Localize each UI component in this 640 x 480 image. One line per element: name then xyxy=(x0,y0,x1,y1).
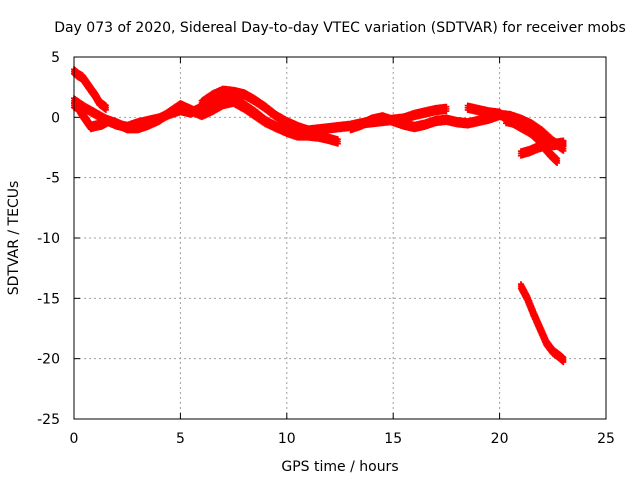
x-tick-label: 15 xyxy=(384,431,402,447)
y-tick-label: -25 xyxy=(37,412,60,428)
y-tick-label: -20 xyxy=(37,352,60,368)
chart-title: Day 073 of 2020, Sidereal Day-to-day VTE… xyxy=(54,20,626,36)
x-axis-label: GPS time / hours xyxy=(281,459,398,475)
y-axis-label: SDTVAR / TECUs xyxy=(6,181,22,296)
data-points xyxy=(71,66,567,366)
y-tick-label: -5 xyxy=(46,171,60,187)
y-tick-label: -10 xyxy=(37,231,60,247)
x-tick-label: 25 xyxy=(597,431,615,447)
x-tick-label: 5 xyxy=(176,431,185,447)
data-point-markers xyxy=(517,281,567,366)
data-point-markers xyxy=(517,137,567,159)
x-tick-label: 10 xyxy=(278,431,296,447)
y-tick-label: -15 xyxy=(37,291,60,307)
y-tick-label: 0 xyxy=(51,110,60,126)
series-arc-8 xyxy=(517,137,567,159)
axis-ticks: 0 5 10 15 20 25 5 0 -5 -10 -15 -20 -25 xyxy=(37,50,615,447)
y-tick-label: 5 xyxy=(51,50,60,66)
plot-frame xyxy=(73,56,607,420)
x-tick-label: 0 xyxy=(70,431,79,447)
series-arc-9 xyxy=(517,281,567,366)
grid xyxy=(74,57,606,419)
x-tick-label: 20 xyxy=(491,431,509,447)
